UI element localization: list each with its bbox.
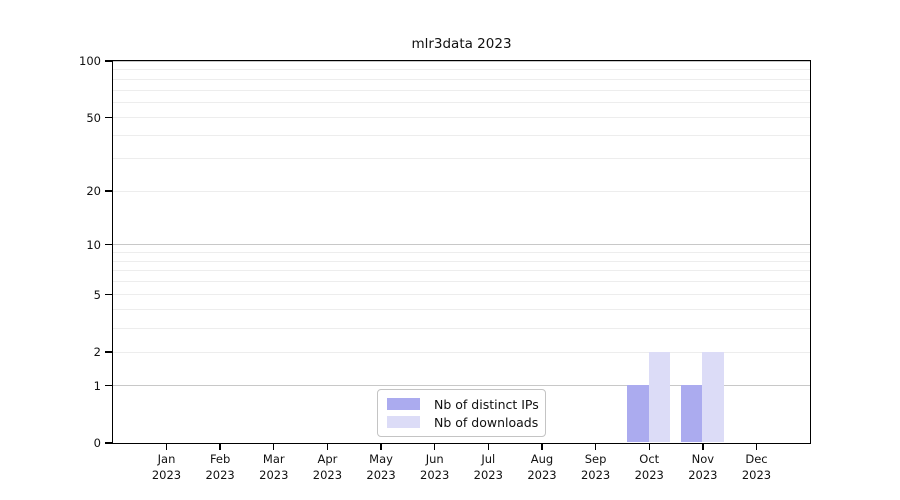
- x-tick-label-feb: Feb 2023: [185, 451, 255, 483]
- y-tick-50: [105, 116, 112, 119]
- x-tick-label-nov: Nov 2023: [668, 451, 738, 483]
- minor-gridline-6: [112, 281, 810, 283]
- y-tick-10: [105, 243, 112, 246]
- y-tick-1: [105, 384, 112, 387]
- x-tick-year-oct: 2023: [634, 468, 664, 482]
- x-tick-aug: [541, 443, 543, 450]
- chart-title: mlr3data 2023: [411, 36, 512, 52]
- minor-gridline-30: [112, 158, 810, 160]
- minor-gridline-9: [112, 251, 810, 253]
- x-tick-sep: [594, 443, 597, 450]
- minor-gridline-90: [112, 69, 810, 71]
- x-tick-month-oct: Oct: [639, 452, 660, 466]
- x-tick-year-dec: 2023: [741, 468, 772, 482]
- y-tick-20: [105, 190, 112, 192]
- x-tick-dec: [755, 443, 758, 450]
- y-tick-100: [105, 60, 112, 62]
- x-tick-year-feb: 2023: [205, 468, 235, 482]
- x-tick-label-jul: Jul 2023: [453, 451, 523, 483]
- major-gridline-100: [112, 60, 810, 62]
- x-tick-mar: [273, 443, 275, 450]
- minor-gridline-70: [112, 89, 810, 91]
- x-tick-month-aug: Aug: [530, 452, 554, 466]
- x-tick-month-sep: Sep: [584, 452, 607, 466]
- y-tick-label-50: 50: [86, 110, 101, 125]
- legend-item-distinct-ips: Nb of distinct IPs: [387, 397, 545, 412]
- x-tick-label-aug: Aug 2023: [507, 451, 577, 483]
- x-tick-month-jan: Jan: [157, 452, 176, 466]
- x-tick-jan: [165, 443, 168, 450]
- minor-gridline-8: [112, 260, 810, 262]
- minor-gridline-7: [112, 270, 810, 272]
- y-tick-5: [105, 294, 112, 296]
- x-tick-label-mar: Mar 2023: [239, 451, 309, 483]
- minor-gridline-50: [112, 117, 810, 119]
- x-tick-month-jul: Jul: [481, 452, 496, 466]
- bar-downloads-oct: [648, 351, 671, 443]
- y-tick-label-10: 10: [86, 237, 101, 252]
- y-tick-0: [105, 442, 112, 444]
- legend-swatch-distinct-ips: [387, 398, 420, 410]
- x-tick-year-may: 2023: [366, 468, 396, 482]
- x-tick-month-dec: Dec: [745, 452, 768, 466]
- x-tick-jun: [434, 443, 436, 450]
- minor-gridline-5: [112, 294, 810, 296]
- y-tick-label-2: 2: [93, 345, 101, 360]
- x-tick-year-mar: 2023: [259, 468, 289, 482]
- x-tick-oct: [648, 443, 650, 450]
- major-gridline-1: [112, 385, 810, 387]
- x-tick-month-nov: Nov: [691, 452, 715, 466]
- x-tick-label-jan: Jan 2023: [132, 451, 202, 483]
- x-tick-year-apr: 2023: [312, 468, 343, 482]
- minor-gridline-2: [112, 351, 810, 353]
- x-tick-apr: [326, 443, 329, 450]
- minor-gridline-4: [112, 309, 810, 311]
- x-tick-month-mar: Mar: [262, 452, 285, 466]
- x-tick-label-oct: Oct 2023: [614, 451, 684, 483]
- x-tick-month-apr: Apr: [317, 452, 338, 466]
- x-tick-year-nov: 2023: [688, 468, 718, 482]
- x-tick-year-jan: 2023: [151, 468, 182, 482]
- plot-area: [111, 59, 811, 444]
- y-tick-2: [105, 351, 112, 353]
- x-tick-nov: [702, 443, 704, 450]
- legend-label-downloads: Nb of downloads: [434, 414, 539, 430]
- minor-gridline-80: [112, 78, 810, 80]
- x-tick-year-jul: 2023: [473, 468, 503, 482]
- bar-distinct-ips-oct: [627, 385, 649, 443]
- legend-label-distinct-ips: Nb of distinct IPs: [434, 396, 539, 412]
- y-tick-label-100: 100: [79, 54, 101, 68]
- x-tick-label-dec: Dec 2023: [722, 451, 792, 483]
- legend-item-downloads: Nb of downloads: [387, 415, 545, 430]
- x-tick-jul: [487, 443, 489, 450]
- x-tick-month-feb: Feb: [209, 452, 231, 466]
- y-tick-label-5: 5: [93, 287, 101, 302]
- minor-gridline-3: [112, 327, 810, 329]
- x-tick-month-may: May: [369, 452, 393, 466]
- legend: Nb of distinct IPs Nb of downloads: [377, 389, 546, 437]
- y-tick-label-0: 0: [93, 436, 101, 450]
- legend-swatch-downloads: [387, 416, 420, 428]
- x-tick-year-jun: 2023: [420, 468, 450, 482]
- x-tick-feb: [219, 443, 221, 450]
- x-tick-year-sep: 2023: [580, 468, 611, 482]
- x-tick-label-apr: Apr 2023: [292, 451, 362, 483]
- minor-gridline-60: [112, 102, 810, 104]
- y-tick-label-20: 20: [86, 184, 101, 198]
- x-tick-year-aug: 2023: [527, 468, 557, 482]
- minor-gridline-40: [112, 135, 810, 137]
- bar-downloads-nov: [702, 351, 724, 443]
- x-tick-label-jun: Jun 2023: [400, 451, 470, 483]
- x-tick-month-jun: Jun: [425, 452, 444, 466]
- major-gridline-10: [112, 244, 810, 246]
- minor-gridline-20: [112, 190, 810, 192]
- x-tick-label-sep: Sep 2023: [561, 451, 631, 483]
- x-tick-label-may: May 2023: [346, 451, 416, 483]
- y-tick-label-1: 1: [93, 378, 101, 393]
- bar-distinct-ips-nov: [680, 385, 703, 443]
- x-tick-may: [380, 443, 382, 450]
